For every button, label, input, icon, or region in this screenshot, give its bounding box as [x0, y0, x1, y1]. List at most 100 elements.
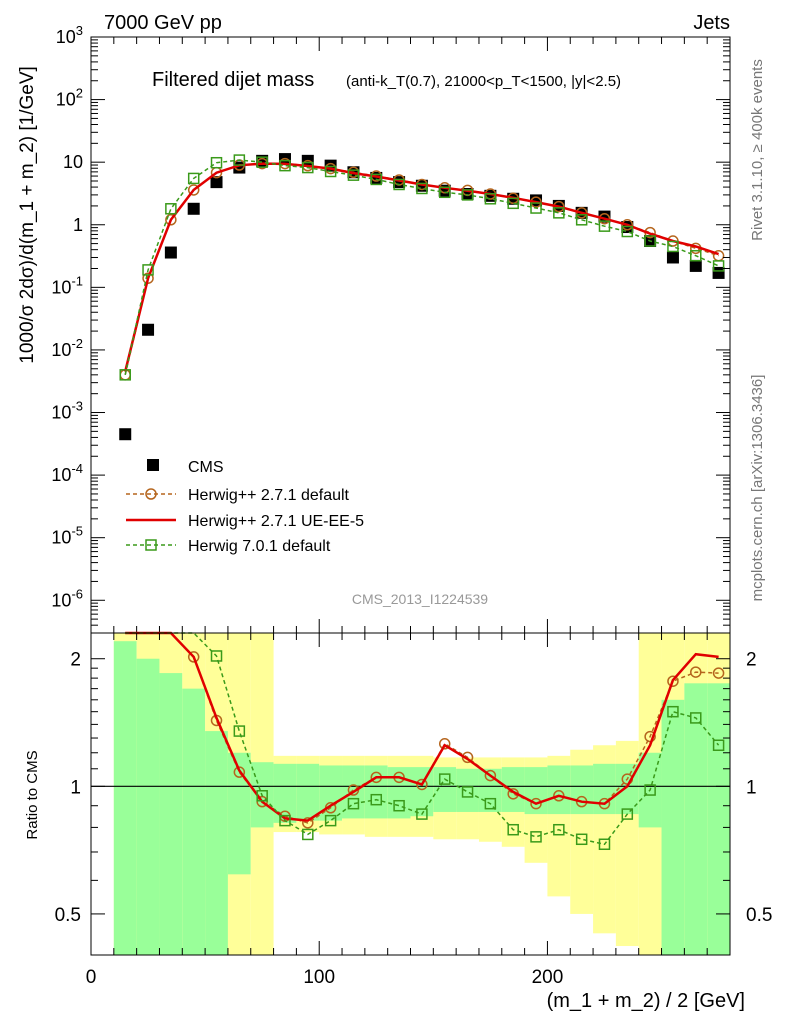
ratio-point-herwig-7-0-1-default — [667, 705, 679, 718]
ratio-y-tick-label: 0.5 — [55, 905, 81, 926]
ratio-band-inner — [113, 641, 137, 955]
ratio-point-herwig-2-7-1-default — [302, 817, 314, 829]
ratio-point-herwig-2-7-1-default — [530, 797, 542, 810]
ratio-y-tick-label-right: 0.5 — [746, 905, 772, 926]
main-y-tick-label: 103 — [56, 23, 83, 47]
ratio-point-herwig-7-0-1-default — [598, 838, 611, 851]
legend: CMS Herwig++ 2.7.1 default Herwig++ 2.7.… — [126, 459, 364, 555]
ratio-point-herwig-2-7-1-default — [233, 766, 246, 778]
main-point-herwig-7-0-1-default — [438, 186, 451, 199]
ratio-point-herwig-7-0-1-default — [712, 739, 725, 751]
main-point-herwig-2-7-1-default — [598, 212, 611, 225]
main-point-herwig-7-0-1-default — [187, 172, 200, 185]
ratio-y-tick-label-right: 2 — [746, 650, 757, 671]
ratio-band-inner — [707, 683, 730, 955]
ratio-point-herwig-7-0-1-default — [393, 799, 405, 812]
main-y-tick-label: 10-2 — [51, 336, 83, 360]
header-energy-label: 7000 GeV pp — [104, 12, 222, 34]
x-tick-label: 0 — [86, 967, 97, 988]
ratio-point-herwig-7-0-1-default — [347, 797, 360, 810]
plot-subtitle: (anti-k_T(0.7), 21000<p_T<1500, |y|<2.5) — [346, 73, 621, 90]
main-point-cms — [689, 259, 702, 272]
ratio-point-herwig-7-0-1-default — [370, 793, 383, 806]
analysis-watermark: CMS_2013_I1224539 — [352, 591, 488, 607]
ratio-band-inner — [593, 763, 616, 815]
ratio-y-tick-label: 2 — [70, 650, 81, 671]
main-point-herwig-7-0-1-default — [142, 264, 154, 276]
ratio-point-herwig-7-0-1-default — [302, 828, 314, 841]
main-point-cms — [187, 202, 200, 215]
ratio-band-inner — [456, 768, 479, 812]
legend-hw271-marker — [145, 488, 157, 500]
main-point-herwig-7-0-1-default — [461, 189, 474, 201]
legend-label-ueee5: Herwig++ 2.7.1 UE-EE-5 — [188, 513, 364, 530]
ratio-y-tick-label: 1 — [70, 777, 81, 798]
main-point-herwig-7-0-1-default — [667, 240, 679, 253]
main-point-herwig-2-7-1-default — [165, 214, 177, 226]
legend-label-hw271: Herwig++ 2.7.1 default — [188, 487, 350, 504]
main-series-layer — [119, 153, 725, 441]
main-point-herwig-7-0-1-default — [575, 214, 588, 226]
ratio-point-herwig-7-0-1-default — [279, 814, 291, 827]
ratio-band-inner — [684, 683, 708, 955]
ratio-band-inner — [524, 767, 548, 815]
main-point-herwig-7-0-1-default — [165, 203, 177, 215]
main-y-tick-label: 10-6 — [51, 586, 83, 610]
ratio-point-herwig-7-0-1-default — [324, 814, 337, 827]
ratio-point-herwig-7-0-1-default — [644, 784, 656, 796]
ratio-point-herwig-2-7-1-default — [553, 790, 565, 802]
main-y-tick-label: 10-4 — [51, 461, 83, 485]
main-point-herwig-7-0-1-default — [347, 169, 360, 181]
ratio-point-herwig-2-7-1-default — [416, 778, 428, 791]
ratio-band-inner — [410, 767, 434, 817]
ratio-point-herwig-7-0-1-default — [484, 797, 497, 810]
ratio-point-herwig-2-7-1-default — [484, 769, 497, 782]
header-process-label: Jets — [693, 12, 730, 34]
ratio-band-inner — [273, 763, 297, 823]
ratio-point-herwig-7-0-1-default — [575, 833, 588, 846]
legend-hw701-marker — [145, 539, 157, 551]
main-point-herwig-7-0-1-default — [119, 369, 131, 381]
ratio-point-herwig-2-7-1-default — [712, 667, 725, 679]
plot-title: Filtered dijet mass — [152, 69, 314, 91]
main-point-herwig-7-0-1-default — [370, 173, 383, 186]
ratio-band-inner — [364, 765, 388, 819]
ratio-point-herwig-7-0-1-default — [621, 808, 634, 820]
legend-label-hw701: Herwig 7.0.1 default — [188, 538, 331, 555]
x-tick-label: 100 — [303, 967, 335, 988]
main-y-tick-label: 10 — [63, 152, 83, 172]
ratio-y-axis-label: Ratio to CMS — [24, 750, 41, 839]
main-y-tick-label: 10-1 — [51, 273, 83, 297]
main-y-tick-label: 102 — [56, 86, 83, 110]
main-point-herwig-7-0-1-default — [530, 202, 542, 214]
ratio-band-inner — [182, 688, 206, 955]
main-point-cms — [712, 266, 725, 279]
main-point-cms — [119, 428, 132, 441]
main-point-cms — [164, 246, 177, 259]
main-point-herwig-7-0-1-default — [393, 178, 405, 191]
ratio-band-inner — [661, 699, 685, 955]
ratio-point-herwig-7-0-1-default — [690, 712, 702, 724]
ratio-point-herwig-2-7-1-default — [690, 666, 702, 678]
main-point-herwig-7-0-1-default — [210, 156, 223, 169]
main-point-herwig-7-0-1-default — [233, 154, 246, 166]
main-point-herwig-7-0-1-default — [256, 156, 268, 168]
ratio-point-herwig-2-7-1-default — [187, 651, 200, 663]
main-point-herwig-7-0-1-default — [712, 260, 725, 272]
ratio-point-herwig-2-7-1-default — [667, 675, 679, 687]
ratio-band-inner — [205, 731, 228, 955]
ratio-band-inner — [319, 765, 343, 821]
ratio-point-herwig-7-0-1-default — [461, 786, 474, 798]
ratio-point-herwig-7-0-1-default — [553, 823, 565, 836]
main-point-herwig-7-0-1-default — [324, 165, 337, 178]
main-y-tick-label: 10-3 — [51, 399, 83, 423]
ratio-band-inner — [547, 765, 571, 815]
legend-label-cms: CMS — [188, 459, 224, 476]
ratio-point-herwig-7-0-1-default — [507, 823, 519, 836]
ratio-point-herwig-7-0-1-default — [210, 650, 223, 662]
main-y-tick-label: 10-5 — [51, 524, 83, 548]
main-point-herwig-7-0-1-default — [644, 235, 656, 247]
x-axis-label: (m_1 + m_2) / 2 [GeV] — [547, 990, 745, 1012]
ratio-point-herwig-7-0-1-default — [416, 808, 428, 820]
main-point-herwig-2-7-1-default — [187, 184, 200, 196]
